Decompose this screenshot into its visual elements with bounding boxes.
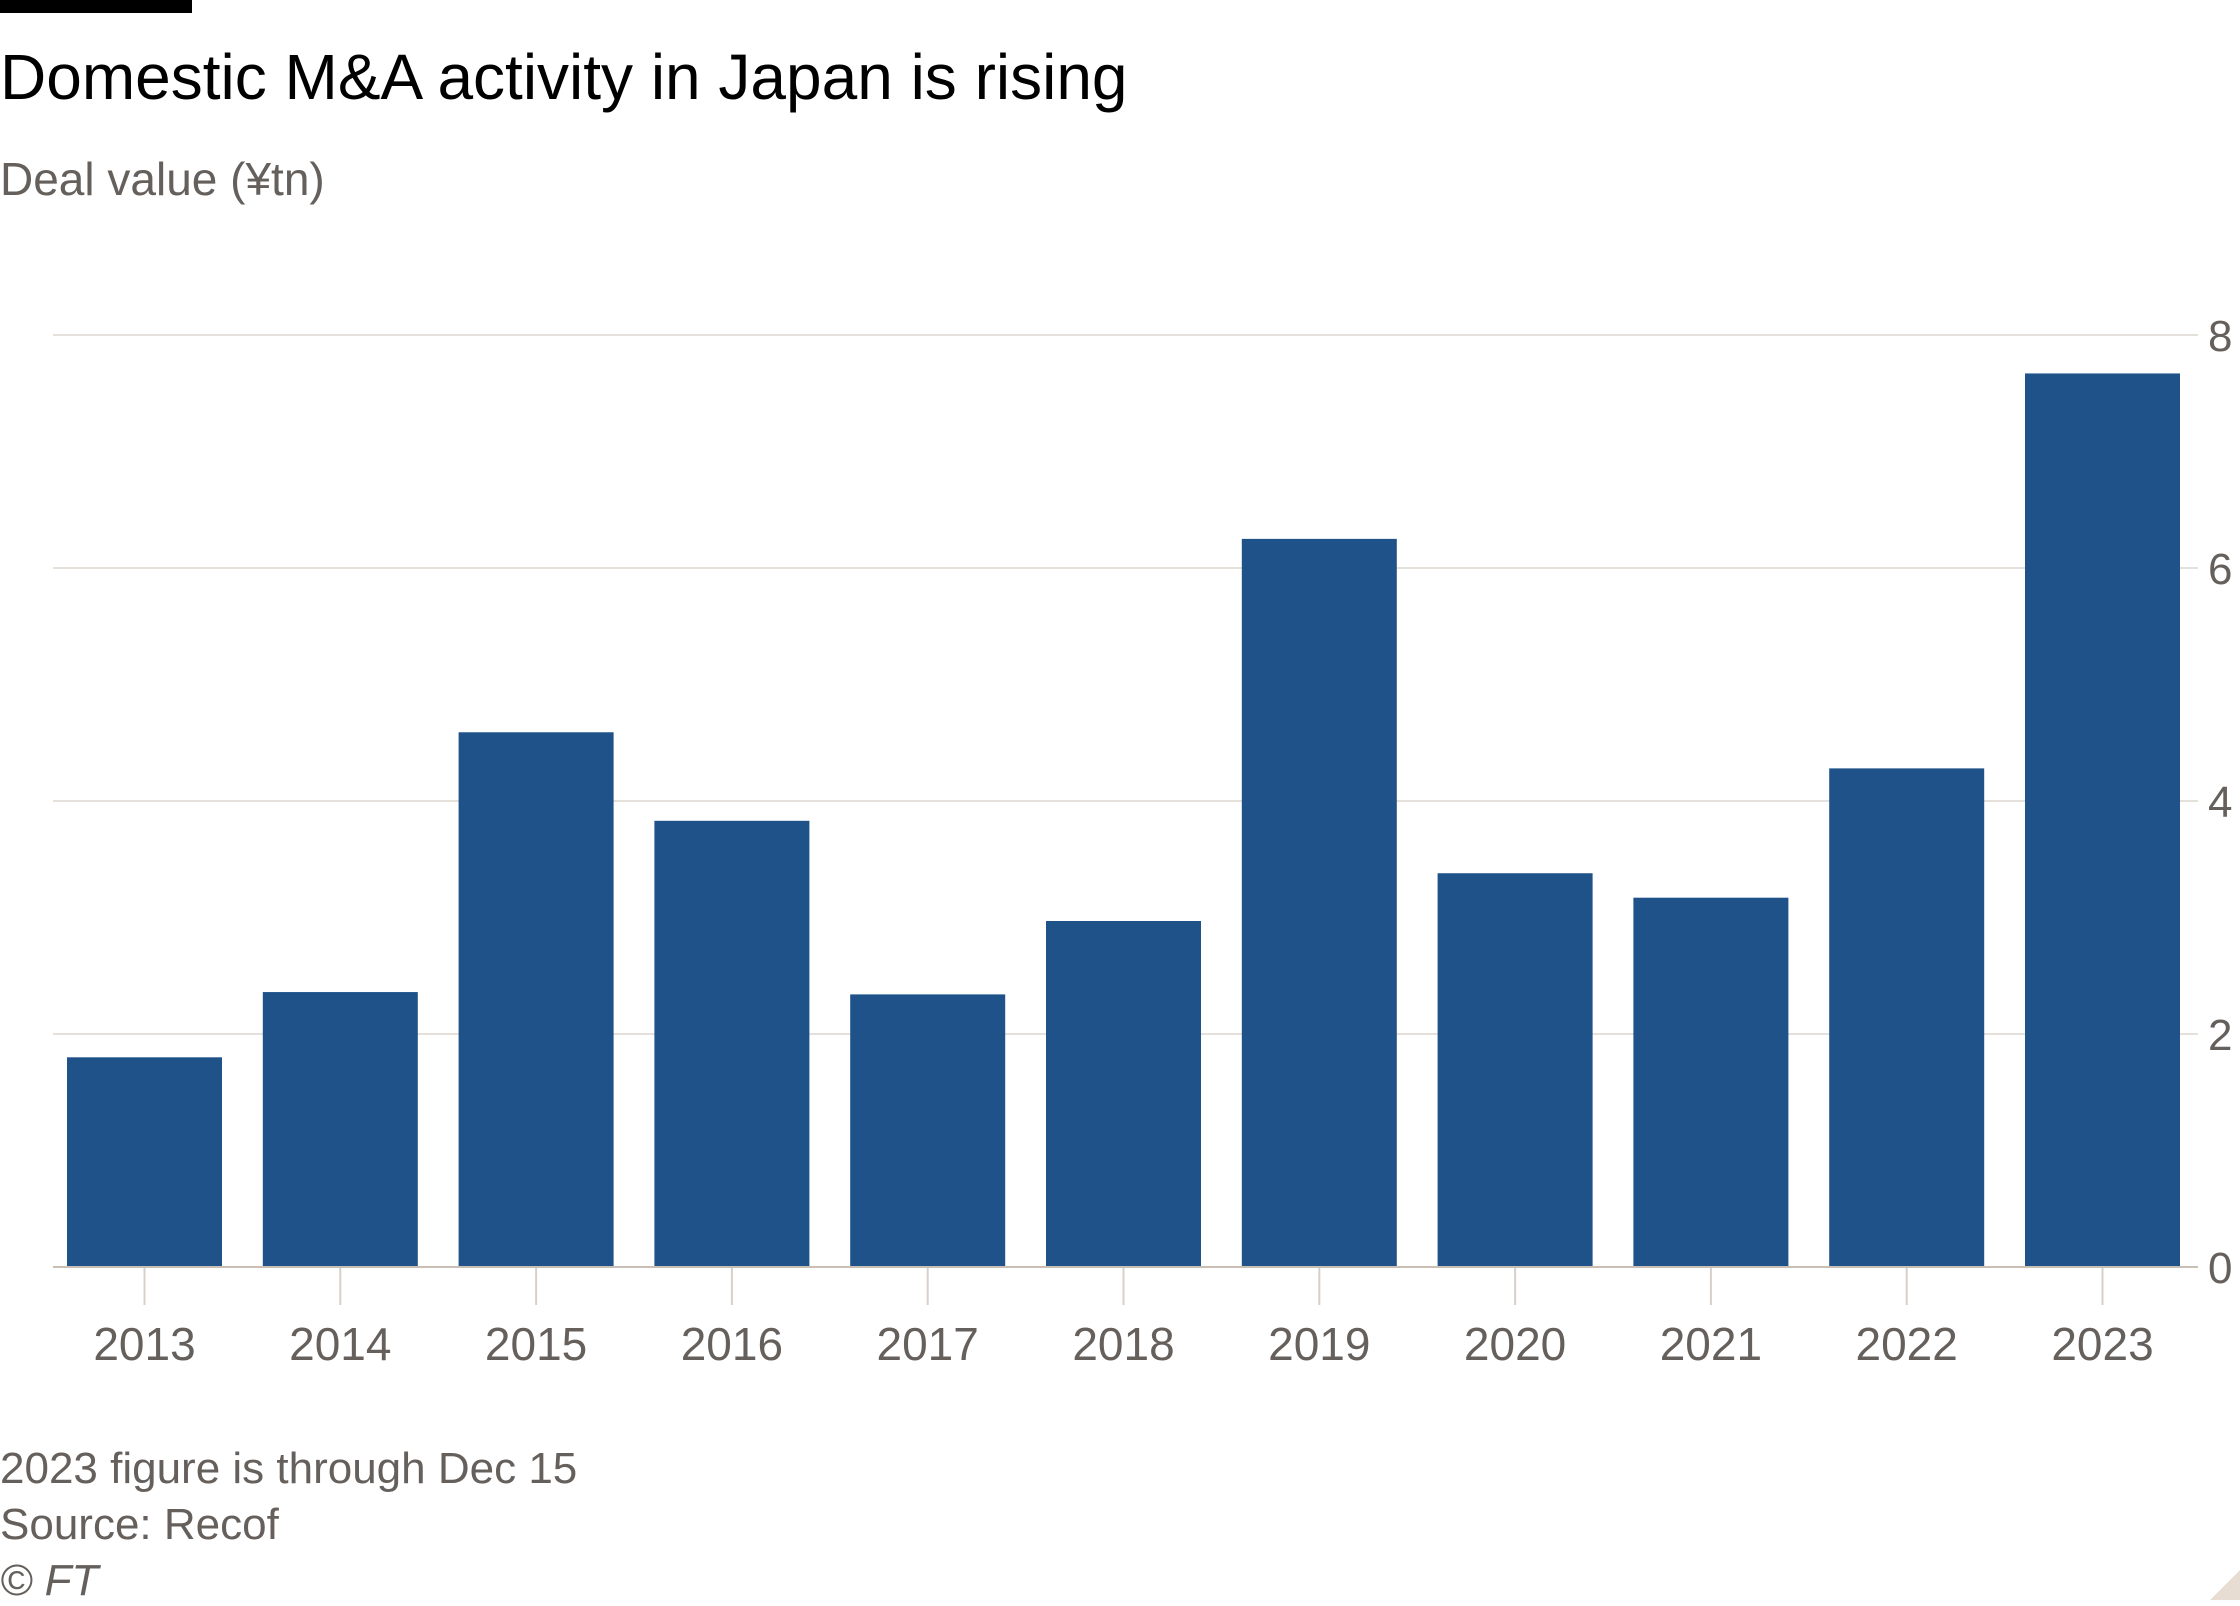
- x-tick-label: 2013: [93, 1318, 195, 1370]
- chart-title: Domestic M&A activity in Japan is rising: [0, 41, 1128, 113]
- bar-2022: [1829, 768, 1985, 1267]
- x-tick-label: 2018: [1072, 1318, 1174, 1370]
- bar-2019: [1241, 538, 1397, 1267]
- y-tick-label: 6: [2208, 545, 2232, 594]
- copyright: © FT: [0, 1556, 99, 1605]
- footnote: 2023 figure is through Dec 15: [0, 1444, 578, 1493]
- ft-top-rule: [0, 0, 192, 13]
- y-tick-label: 8: [2208, 312, 2232, 361]
- bar-2018: [1046, 920, 1201, 1267]
- chart-subtitle: Deal value (¥tn): [0, 153, 325, 205]
- x-tick-label: 2015: [485, 1318, 587, 1370]
- y-tick-label: 2: [2208, 1011, 2232, 1060]
- source-note: Source: Recof: [0, 1500, 279, 1549]
- x-tick-label: 2019: [1268, 1318, 1370, 1370]
- bar-2013: [67, 1057, 222, 1267]
- x-tick-label: 2023: [2051, 1318, 2153, 1370]
- bar-2014: [262, 992, 418, 1267]
- y-tick-label: 4: [2208, 778, 2232, 827]
- x-tick-label: 2022: [1856, 1318, 1958, 1370]
- x-tick-label: 2014: [289, 1318, 391, 1370]
- bar-2020: [1437, 873, 1593, 1267]
- bar-2023: [2025, 373, 2180, 1267]
- bar-2017: [850, 994, 1006, 1267]
- x-tick-label: 2021: [1660, 1318, 1762, 1370]
- bar-2015: [458, 732, 614, 1267]
- bar-2021: [1633, 897, 1789, 1267]
- bar-2016: [654, 820, 810, 1267]
- x-tick-label: 2017: [877, 1318, 979, 1370]
- y-tick-label: 0: [2208, 1244, 2232, 1293]
- corner-mark: [2210, 1570, 2240, 1600]
- x-tick-label: 2016: [681, 1318, 783, 1370]
- x-tick-label: 2020: [1464, 1318, 1566, 1370]
